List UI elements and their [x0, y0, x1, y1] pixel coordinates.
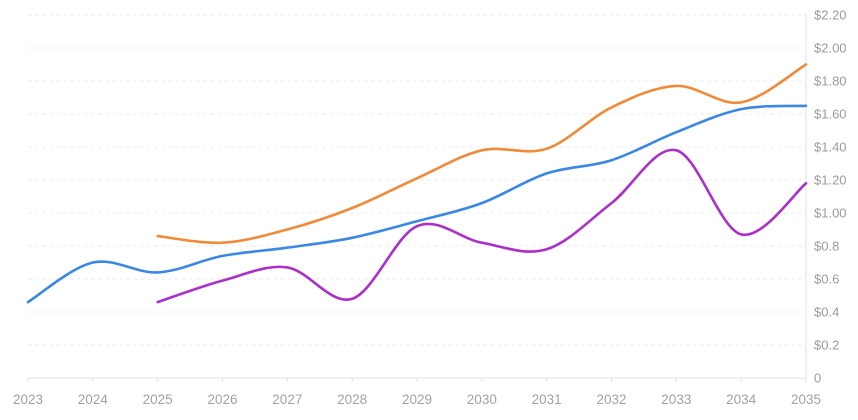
x-axis-tick-label: 2023	[13, 392, 43, 407]
x-axis-tick-label: 2027	[272, 392, 302, 407]
x-axis-tick-label: 2035	[791, 392, 821, 407]
y-axis-tick-label: $0.2	[814, 338, 839, 353]
blue-line-series[interactable]	[26, 104, 808, 304]
y-axis-tick-label: $1.60	[814, 107, 847, 122]
x-axis-tick-label: 2028	[337, 392, 367, 407]
x-axis-tick-label: 2025	[143, 392, 173, 407]
x-axis-tick-label: 2026	[207, 392, 237, 407]
x-axis-tick-label: 2029	[402, 392, 432, 407]
x-axis-tick-label: 2030	[467, 392, 497, 407]
y-axis-tick-label: $0.8	[814, 239, 839, 254]
y-axis-tick-label: $2.20	[814, 8, 847, 23]
x-axis-tick-label: 2033	[661, 392, 691, 407]
x-axis-tick-label: 2032	[596, 392, 626, 407]
orange-line-series[interactable]	[156, 63, 808, 245]
y-axis-tick-label: $1.00	[814, 206, 847, 221]
y-axis-tick-label: $1.20	[814, 173, 847, 188]
purple-line-series[interactable]	[156, 148, 808, 304]
y-axis-tick-label: 0	[814, 371, 821, 386]
y-axis-tick-label: $0.6	[814, 272, 839, 287]
y-axis-tick-label: $1.40	[814, 140, 847, 155]
x-axis-tick-label: 2034	[726, 392, 757, 407]
y-axis-tick-label: $2.00	[814, 41, 847, 56]
x-axis-tick-label: 2024	[78, 392, 109, 407]
x-axis-tick-label: 2031	[532, 392, 562, 407]
y-axis-tick-label: $0.4	[814, 305, 839, 320]
y-axis-tick-label: $1.80	[814, 74, 847, 89]
